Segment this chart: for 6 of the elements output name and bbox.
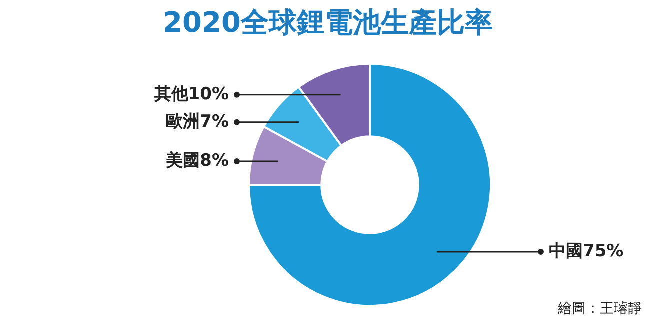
slice-label: 美國8% [165, 150, 229, 171]
text: 繪圖：王璿靜 [558, 300, 642, 318]
slice-label: 其他10% [153, 84, 229, 104]
slice-label: 歐洲7% [166, 112, 229, 132]
chart-title: 2020全球鋰電池生產比率 [162, 5, 494, 41]
slice-label: 中國75% [549, 241, 624, 262]
